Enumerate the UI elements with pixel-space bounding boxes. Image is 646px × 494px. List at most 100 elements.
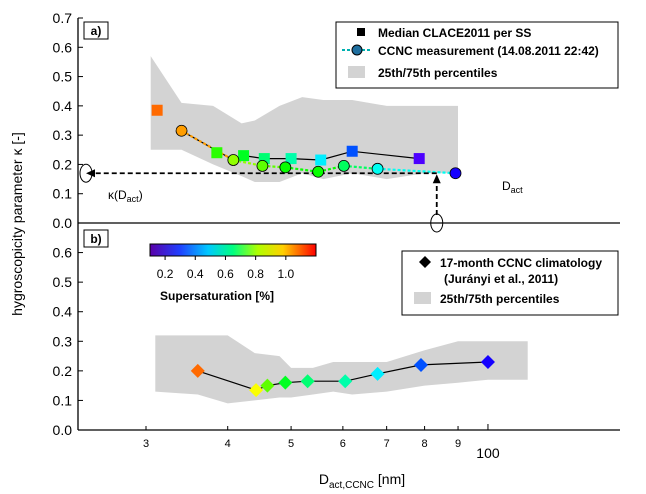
median-markers [151,104,425,166]
colorbar-title: Supersaturation [%] [160,289,274,303]
climatology-marker-7 [414,357,429,372]
ccnc-marker-0 [175,124,188,137]
panel-a-y-tick-label-0: 0.0 [53,215,73,231]
y-axis-label: hygroscopicity parameter κ [-] [9,132,25,316]
x-tick-label-2: 5 [288,438,294,450]
median-marker-7 [413,153,425,165]
panel-b-y-ticks: 0.0 0.1 0.2 0.3 0.4 0.5 0.6 [53,245,83,438]
kappa-dact-sub: act [127,194,140,204]
panel-b-label-box: b) [83,229,109,248]
legend-b-entry-2: (Jurányi et al., 2011) [444,272,558,286]
panel-b-label: b) [90,232,101,246]
ccnc-marker-1 [227,154,240,166]
ccnc-marker-4 [312,165,325,178]
legend-a: Median CLACE2011 per SS CCNC measurement… [335,21,619,89]
colorbar-tick-label-0: 0.2 [157,267,174,281]
legend-a-square-marker [357,28,365,36]
panel-b-y-tick-label-1: 0.1 [53,392,73,408]
ccnc-marker-7 [449,167,462,180]
panel-b-y-tick-label-5: 0.5 [53,274,73,290]
climatology-markers [190,354,495,398]
panel-b-y-tick-label-4: 0.4 [53,304,73,320]
x-tick-label-5: 8 [422,438,428,450]
panel-b-y-tick-label-0: 0.0 [53,422,73,438]
panel-b-y-tick-label-6: 0.6 [53,245,73,261]
colorbar: 0.2 0.4 0.6 0.8 1.0 Supersaturation [%] [149,243,317,303]
ccnc-marker-2 [256,159,269,172]
kappa-guide-ellipse [79,163,93,183]
x-axis-label: Dact,CCNC [nm] [319,471,405,491]
legend-a-circle-marker [351,44,363,56]
ccnc-marker-6 [371,162,384,175]
legend-b-band-swatch [414,292,431,304]
kappa-dact-text: κ(D [108,188,127,202]
x-axis-label-main: D [319,471,329,487]
panel-b-y-tick-label-3: 0.3 [53,333,73,349]
panel-b-percentile-band [155,335,528,404]
panel-a-y-tick-label-1: 0.1 [53,186,73,202]
legend-a-band-swatch [348,66,365,78]
climatology-marker-2 [260,378,275,393]
ccnc-fit-segment-6 [377,167,456,175]
x-axis-label-sub: act,CCNC [329,480,374,491]
colorbar-tick-label-3: 0.8 [247,267,264,281]
median-marker-0 [151,104,163,116]
climatology-marker-8 [480,354,495,369]
ccnc-marker-3 [279,161,292,174]
x-axis-label-unit: [nm] [374,471,405,487]
median-marker-4 [285,153,297,165]
panel-a-label: a) [91,24,102,38]
median-marker-1 [211,147,223,159]
legend-a-entry-1: Median CLACE2011 per SS [378,26,531,40]
kappa-dact-suffix: ) [139,188,143,202]
legend-b: 17-month CCNC climatology (Jurányi et al… [401,250,619,316]
panel-b-band-shape [155,335,528,404]
legend-a-entry-2: CCNC measurement (14.08.2011 22:42) [378,44,599,58]
dact-text: D [502,179,511,193]
legend-b-entry-1: 17-month CCNC climatology [440,256,602,270]
colorbar-tick-label-4: 1.0 [277,267,294,281]
colorbar-ticks: 0.2 0.4 0.6 0.8 1.0 [157,256,294,281]
legend-b-entry-3: 25th/75th percentiles [440,292,560,306]
ccnc-marker-5 [337,159,350,172]
dact-annotation: Dact [502,179,523,195]
climatology-marker-5 [338,374,353,389]
dact-guide-arrowhead [432,174,441,184]
median-marker-3 [258,153,270,165]
legend-b-diamond-marker [419,256,431,268]
panel-a-y-tick-label-3: 0.3 [53,127,73,143]
dact-guide-ellipse [430,213,444,233]
median-marker-6 [346,145,358,157]
svg-text:Dact: Dact [502,179,523,195]
colorbar-tick-label-1: 0.4 [187,267,204,281]
median-marker-2 [238,150,250,162]
kappa-dact-annotation: κ(Dact) [108,188,143,204]
x-tick-label-3: 6 [340,438,346,450]
ccnc-markers [175,124,462,180]
legend-a-entry-3: 25th/75th percentiles [378,66,498,80]
panel-a-y-tick-label-2: 0.2 [53,156,73,172]
ccnc-connector-segment [181,130,234,161]
x-tick-label-4: 7 [384,438,390,450]
climatology-marker-3 [278,375,293,390]
climatology-marker-1 [249,383,264,398]
kappa-guide-arrowhead [86,169,95,178]
climatology-marker-0 [190,363,205,378]
climatology-marker-6 [370,366,385,381]
x-ticks: 3 4 5 6 7 8 9 100 [143,424,500,461]
svg-text:κ(Dact): κ(Dact) [108,188,143,204]
panel-a-y-tick-label-6: 0.6 [53,39,73,55]
panel-a-percentile-band [150,56,458,182]
panel-a-y-ticks: 0.0 0.1 0.2 0.3 0.4 0.5 0.6 0.7 [53,10,83,231]
climatology-marker-4 [300,374,315,389]
x-tick-label-7: 100 [476,445,500,461]
panel-a-band-shape [150,56,458,182]
ccnc-fit-segment-2 [262,164,286,169]
x-tick-label-6: 9 [455,438,461,450]
panel-a-label-box: a) [83,21,109,40]
x-tick-label-0: 3 [143,438,149,450]
x-tick-label-1: 4 [225,438,231,450]
median-marker-5 [315,154,327,166]
panel-a-y-tick-label-4: 0.4 [53,98,73,114]
